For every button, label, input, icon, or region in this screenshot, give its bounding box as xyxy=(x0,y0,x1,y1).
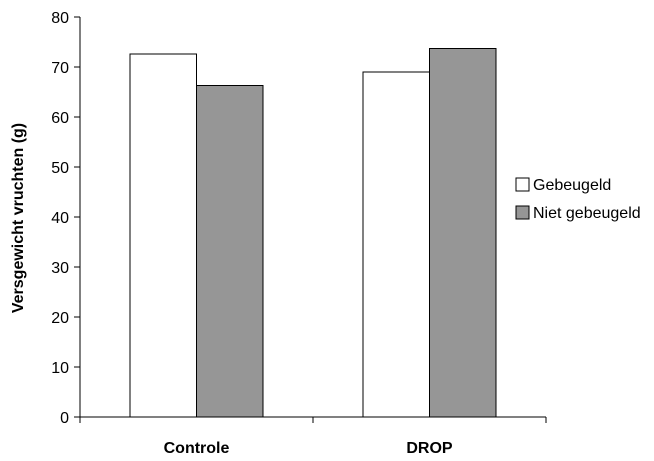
y-tick-label: 50 xyxy=(51,160,69,177)
y-tick-label: 30 xyxy=(51,260,69,277)
legend: Gebeugeld Niet gebeugeld xyxy=(515,177,641,222)
y-tick-label: 40 xyxy=(51,210,69,227)
bar xyxy=(129,53,197,418)
bar xyxy=(429,48,497,418)
bar xyxy=(196,85,264,418)
x-category-label: Controle xyxy=(164,440,230,457)
x-category-label: DROP xyxy=(406,440,453,457)
legend-swatch xyxy=(515,205,530,220)
y-tick-label: 20 xyxy=(51,310,69,327)
y-axis-title: Versgewicht vruchten (g) xyxy=(10,123,27,313)
legend-label: Niet gebeugeld xyxy=(533,205,641,222)
y-tick-label: 0 xyxy=(60,410,69,427)
y-tick-label: 80 xyxy=(51,10,69,27)
y-axis: 0 10 20 30 40 50 60 70 80 xyxy=(51,10,81,427)
y-tick-label: 60 xyxy=(51,110,69,127)
legend-swatch xyxy=(515,177,530,192)
legend-label: Gebeugeld xyxy=(533,177,611,194)
y-tick-label: 10 xyxy=(51,360,69,377)
bar xyxy=(362,71,430,418)
x-axis: Controle DROP xyxy=(79,416,547,457)
bars xyxy=(129,48,497,418)
y-tick-label: 70 xyxy=(51,60,69,77)
